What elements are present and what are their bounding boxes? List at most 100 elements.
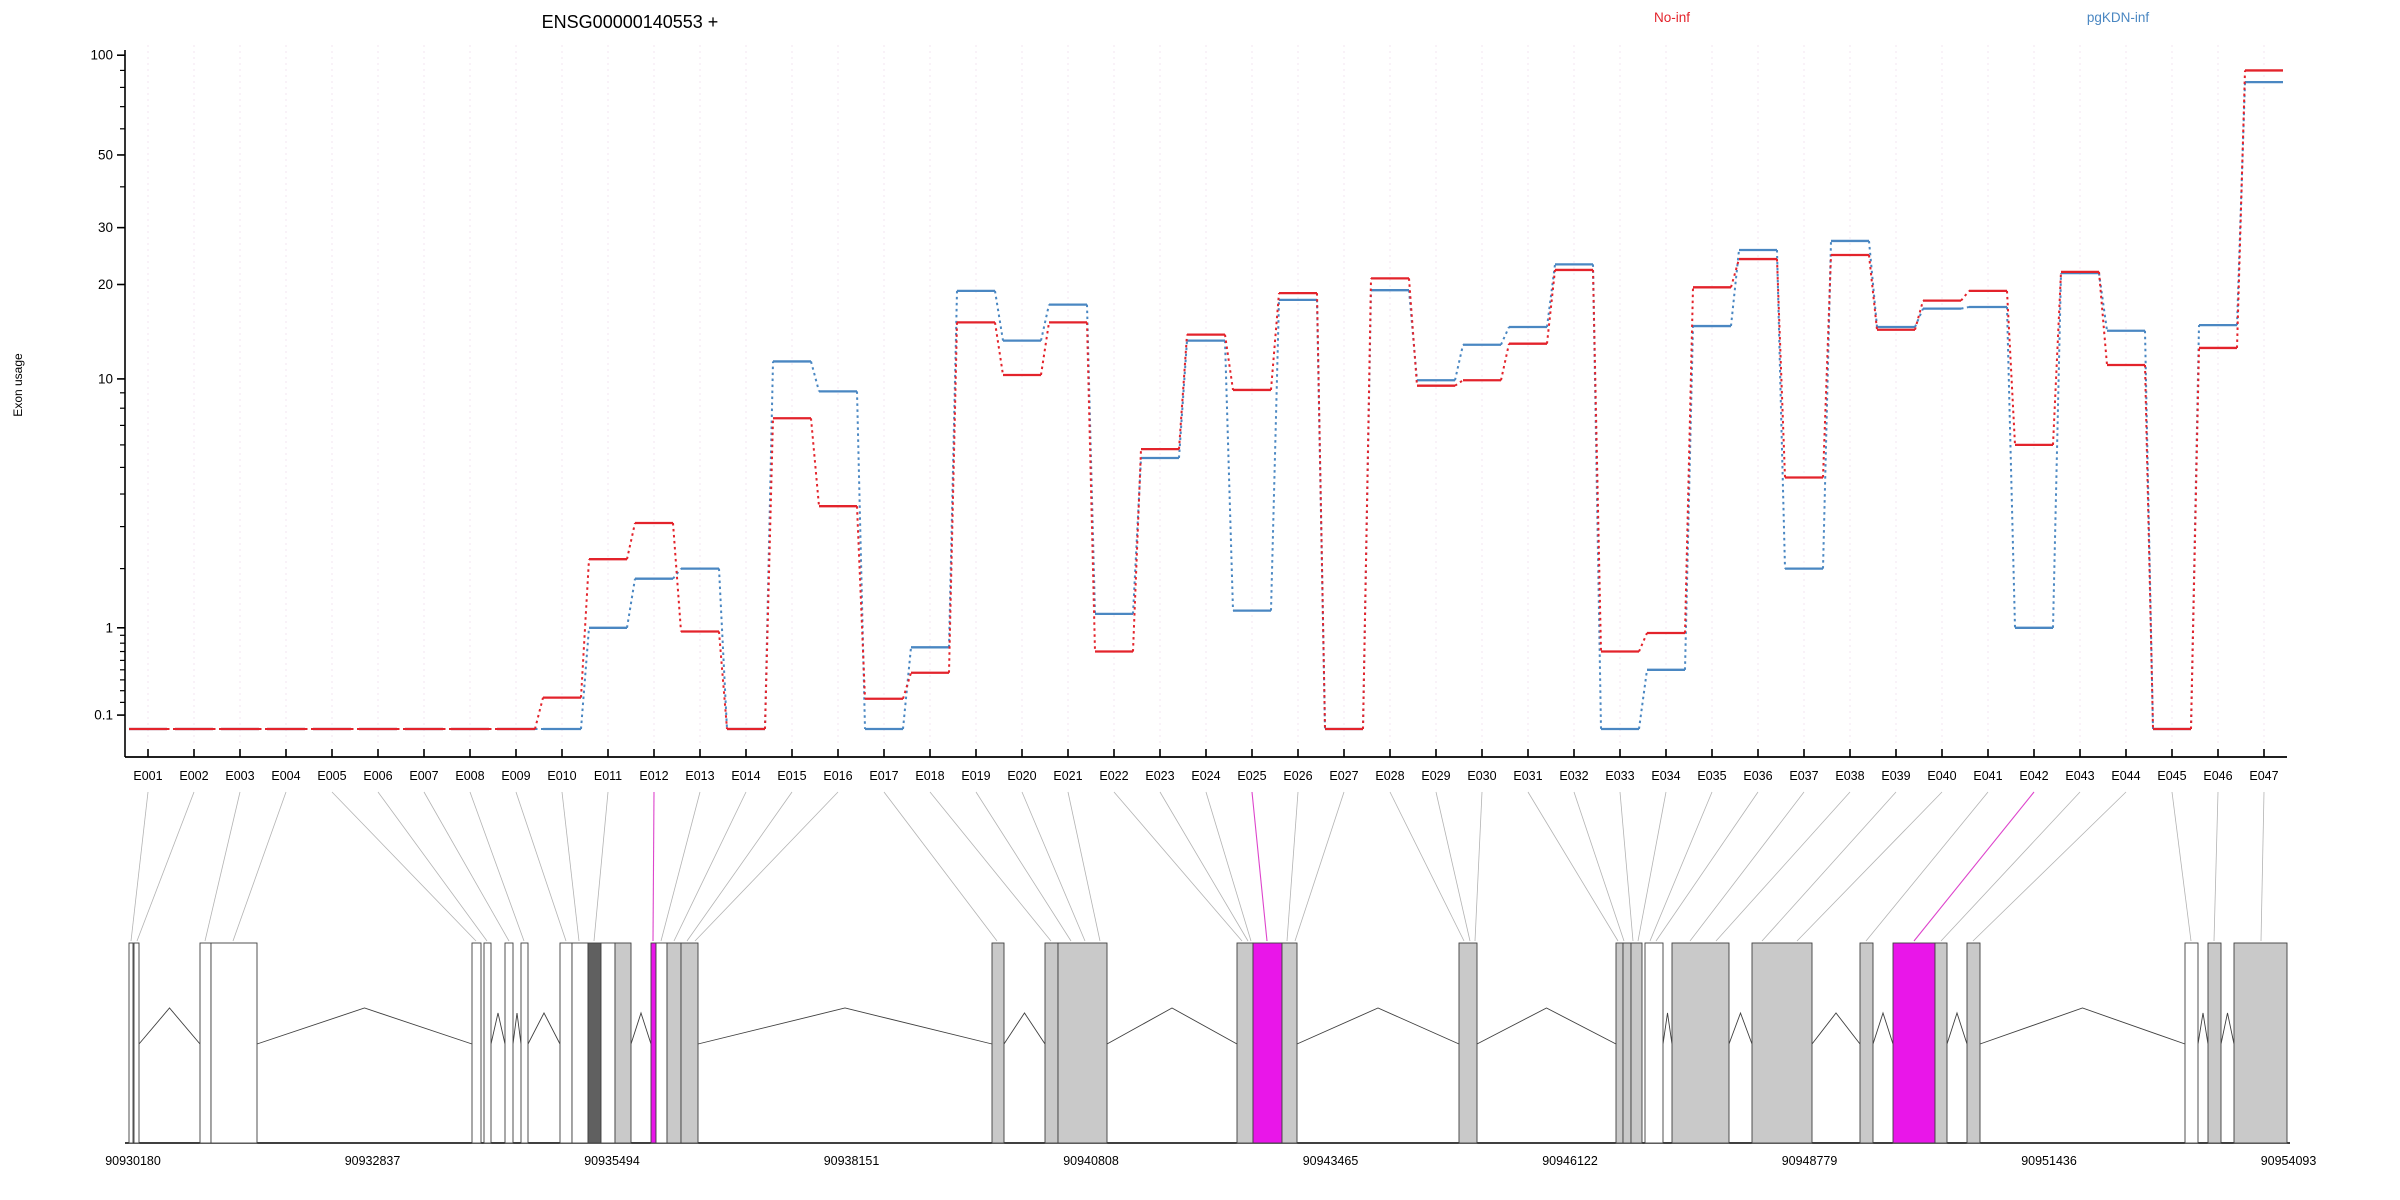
- exon-connector: [1205, 791, 1252, 942]
- intron-line: [2197, 1012, 2209, 1045]
- intron-line: [1872, 1011, 1894, 1045]
- gene-model-exon: [483, 942, 492, 1144]
- intron-line: [1296, 1007, 1460, 1045]
- exon-label: E015: [777, 769, 806, 783]
- intron-line: [1979, 1007, 2186, 1045]
- exon-label: E030: [1467, 769, 1496, 783]
- dotted-connector: [810, 418, 820, 507]
- exon-connector: [1865, 791, 1989, 942]
- y-axis-tick-label: 0.1: [94, 708, 113, 723]
- dotted-connector: [2006, 306, 2016, 628]
- exon-label: E001: [133, 769, 162, 783]
- genomic-coordinate-label: 90938151: [824, 1154, 880, 1168]
- y-axis-title: Exon usage: [11, 353, 25, 417]
- dotted-connector: [856, 506, 866, 699]
- exon-label: E036: [1743, 769, 1772, 783]
- gene-model-exon: [1966, 942, 1981, 1144]
- exon-connector: [975, 791, 1072, 942]
- exon-label: E020: [1007, 769, 1036, 783]
- exon-connector: [2171, 791, 2192, 942]
- exon-connector: [1527, 791, 1619, 942]
- exon-connector: [1067, 791, 1101, 942]
- gene-model-exon-highlighted: [1892, 942, 1936, 1144]
- exon-label: E034: [1651, 769, 1680, 783]
- dotted-connector: [948, 322, 958, 673]
- dotted-connector: [1270, 299, 1280, 611]
- dotted-connector: [1270, 293, 1280, 391]
- dotted-connector: [718, 568, 728, 730]
- exon-connector: [1761, 791, 1897, 942]
- genomic-coordinate-label: 90946122: [1542, 1154, 1598, 1168]
- exon-label: E009: [501, 769, 530, 783]
- dotted-connector: [902, 672, 912, 700]
- intron-line: [138, 1007, 201, 1045]
- exon-connector: [660, 791, 701, 942]
- dotted-connector: [1776, 259, 1786, 478]
- gene-model-exon: [1044, 942, 1059, 1144]
- exon-label: E046: [2203, 769, 2232, 783]
- exon-connector: [1286, 791, 1299, 942]
- dotted-connector: [1040, 304, 1050, 341]
- intron-line: [1476, 1007, 1617, 1045]
- exon-connector: [883, 791, 998, 942]
- dotted-connector: [1822, 240, 1832, 569]
- dotted-connector: [1960, 290, 1970, 302]
- exon-connector: [515, 791, 567, 942]
- exon-connector: [1389, 791, 1465, 942]
- gene-model-exon: [1671, 942, 1730, 1144]
- dotted-connector: [2052, 273, 2062, 628]
- dotted-connector: [1684, 326, 1694, 670]
- dotted-connector: [810, 361, 820, 392]
- dotted-connector: [1500, 326, 1510, 346]
- gene-model-exon: [504, 942, 514, 1144]
- exon-label: E029: [1421, 769, 1450, 783]
- exon-label: E040: [1927, 769, 1956, 783]
- intron-line: [1662, 1012, 1673, 1045]
- gene-model-exon: [587, 942, 602, 1144]
- exon-label: E043: [2065, 769, 2094, 783]
- exon-label: E041: [1973, 769, 2002, 783]
- dotted-connector: [2006, 290, 2016, 445]
- gene-model-exon: [1644, 942, 1664, 1144]
- exon-label: E027: [1329, 769, 1358, 783]
- gene-model-exon: [1615, 942, 1624, 1144]
- gene-model-exon-highlighted: [650, 942, 657, 1144]
- exon-label: E023: [1145, 769, 1174, 783]
- y-axis-tick-label: 10: [98, 371, 113, 386]
- y-axis-tick-label: 50: [98, 147, 113, 162]
- exon-connector: [130, 791, 149, 942]
- exon-label: E016: [823, 769, 852, 783]
- gene-model-exon: [128, 942, 134, 1144]
- dotted-connector: [1592, 264, 1602, 730]
- highlighted-exon-connector: [1913, 791, 2035, 942]
- exon-label: E045: [2157, 769, 2186, 783]
- genomic-coordinate-label: 90940808: [1063, 1154, 1119, 1168]
- intron-line: [697, 1007, 993, 1045]
- dotted-connector: [1040, 322, 1050, 376]
- exon-label: E033: [1605, 769, 1634, 783]
- dotted-connector: [534, 697, 544, 730]
- page-title: ENSG00000140553 +: [542, 12, 719, 32]
- dotted-connector: [1500, 343, 1510, 381]
- intron-line: [2220, 1012, 2235, 1045]
- gridlines: [147, 45, 2265, 745]
- gene-model-exon-highlighted: [1252, 942, 1283, 1144]
- intron-line: [1003, 1012, 1046, 1045]
- gene-model-exon: [2184, 942, 2199, 1144]
- gene-model-exon: [614, 942, 632, 1144]
- exon-connector: [136, 791, 195, 942]
- exon-connector: [204, 791, 241, 942]
- exon-label: E010: [547, 769, 576, 783]
- dotted-connector: [1776, 249, 1786, 569]
- dotted-connector: [1362, 278, 1372, 730]
- exon-label: E038: [1835, 769, 1864, 783]
- dotted-connector: [1086, 304, 1096, 614]
- gene-model-exon: [666, 942, 682, 1144]
- dotted-connector: [2052, 271, 2062, 445]
- dotted-connector: [1178, 334, 1188, 450]
- intron-line: [512, 1012, 522, 1045]
- exon-connector: [1573, 791, 1625, 942]
- gene-model-exon: [1630, 942, 1643, 1144]
- dotted-connector: [1960, 306, 1970, 310]
